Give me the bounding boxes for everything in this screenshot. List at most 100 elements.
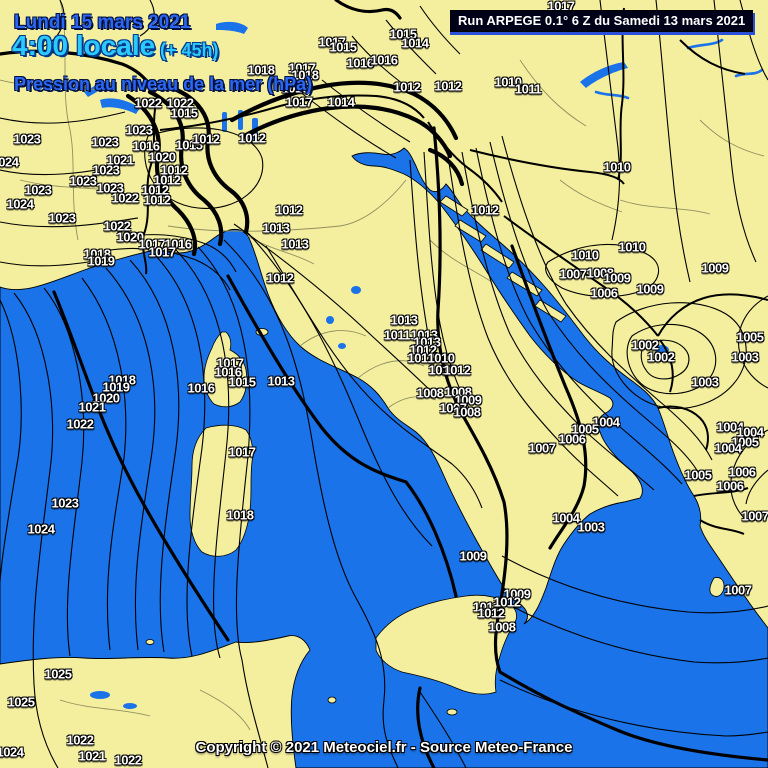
pressure-label: 1004 (552, 510, 580, 526)
pressure-label: 1012 (434, 78, 462, 94)
pressure-label: 1008 (488, 619, 516, 635)
pressure-label: 1006 (728, 464, 756, 480)
pressure-label: 1023 (24, 182, 52, 198)
parameter-title: Pression au niveau de la mer (hPa) (14, 74, 313, 94)
pressure-label: 1020 (116, 229, 144, 245)
lake-balaton (580, 62, 628, 88)
pressure-label: 1009 (636, 281, 664, 297)
model-run-banner: Run ARPEGE 0.1° 6 Z du Samedi 13 mars 20… (450, 10, 754, 32)
pressure-label: 1007 (528, 440, 556, 456)
pressure-label: 1008 (416, 385, 444, 401)
pressure-label: 1017 (148, 244, 176, 260)
pressure-label: 1007 (741, 508, 768, 524)
pressure-label: 1022 (114, 752, 142, 768)
pressure-label: 1003 (731, 349, 759, 365)
lake-geneva (100, 98, 140, 114)
pressure-label: 1017 (216, 355, 244, 371)
aeolian-island (473, 555, 483, 561)
pressure-label: 1012 (477, 605, 505, 621)
pressure-label: 1015 (170, 105, 198, 121)
pressure-label: 1011 (514, 81, 542, 97)
pressure-label: 1023 (51, 495, 79, 511)
pressure-label: 1012 (409, 342, 437, 358)
pressure-label: 1010 (428, 362, 456, 378)
copyright-text: Copyright © 2021 Meteociel.fr - Source M… (195, 739, 573, 756)
pressure-label: 1016 (214, 364, 242, 380)
pressure-label: 1010 (494, 74, 522, 90)
lake-bolsena (326, 316, 334, 324)
pressure-label: 1013 (267, 373, 295, 389)
pressure-label: 1014 (401, 35, 429, 51)
pressure-label: 1018 (226, 507, 254, 523)
alps-contour-cluster (125, 80, 465, 257)
corsica-shape (203, 331, 248, 408)
pressure-label: 1011 (472, 599, 500, 615)
pressure-label: 1024 (6, 196, 34, 212)
pressure-label: 1018 (247, 62, 275, 78)
pressure-label: 1024 (0, 744, 24, 760)
pressure-label: 1021 (106, 152, 134, 168)
pressure-label: 1009 (603, 270, 631, 286)
pressure-label: 1017 (228, 444, 256, 460)
pressure-label: 1008 (444, 384, 472, 400)
pressure-label: 1019 (102, 379, 130, 395)
pressure-label: 1015 (329, 39, 357, 55)
pressure-label: 1021 (78, 748, 106, 764)
tunisian-lake (90, 691, 110, 699)
pressure-label: 1018 (291, 67, 319, 83)
pressure-label: 1021 (78, 399, 106, 415)
corfu-island (709, 577, 725, 597)
lakes-layer (84, 21, 764, 709)
pressure-label: 1012 (141, 182, 169, 198)
pressure-label: 1020 (92, 390, 120, 406)
pressure-label: 1012 (443, 362, 471, 378)
pressure-label: 1016 (132, 138, 160, 154)
pressure-label: 1022 (166, 95, 194, 111)
river (594, 90, 630, 100)
pressure-label: 1005 (571, 421, 599, 437)
pressure-label: 1022 (103, 218, 131, 234)
pressure-label: 1007 (724, 582, 752, 598)
map-time-title: 4:00 locale (12, 30, 156, 61)
croatian-island (439, 195, 469, 217)
map-date-title: Lundi 15 mars 2021 (14, 12, 191, 33)
pressure-label: 1016 (370, 52, 398, 68)
pressure-label: 1016 (346, 55, 374, 71)
pressure-label: 1022 (134, 95, 162, 111)
tunisian-lake (123, 703, 137, 709)
galite-island (145, 639, 155, 645)
pressure-label: 1018 (83, 246, 111, 262)
pressure-label: 1004 (714, 440, 742, 456)
pressure-label: 1012 (143, 192, 171, 208)
pressure-label: 1015 (228, 374, 256, 390)
pressure-label: 1008 (453, 404, 481, 420)
pressure-label: 1016 (164, 236, 192, 252)
pressure-label: 1013 (413, 334, 441, 350)
pantelleria-island (327, 696, 337, 704)
pressure-label: 1010 (618, 239, 646, 255)
pressure-label: 1013 (390, 312, 418, 328)
pressure-label: 1013 (410, 327, 438, 343)
pressure-label: 1003 (691, 374, 719, 390)
pressure-label: 1012 (153, 172, 181, 188)
pressure-label: 1013 (281, 236, 309, 252)
malta-island (446, 708, 458, 716)
pressure-label: 1024 (27, 521, 55, 537)
croatian-island (534, 299, 567, 323)
pressure-label: 1007 (559, 266, 587, 282)
pressure-label: 1015 (389, 26, 417, 42)
pressure-label: 1023 (48, 210, 76, 226)
pressure-label: 1010 (571, 247, 599, 263)
pressure-label: 1006 (716, 478, 744, 494)
pressure-label: 1010 (427, 350, 455, 366)
pressure-label: 1012 (393, 79, 421, 95)
pressure-label: 1023 (125, 122, 153, 138)
pressure-label: 1020 (148, 149, 176, 165)
pressure-label: 1016 (187, 380, 215, 396)
pressure-label: 1004 (736, 424, 764, 440)
pressure-label: 1006 (558, 431, 586, 447)
pressure-label: 1008 (586, 265, 614, 281)
